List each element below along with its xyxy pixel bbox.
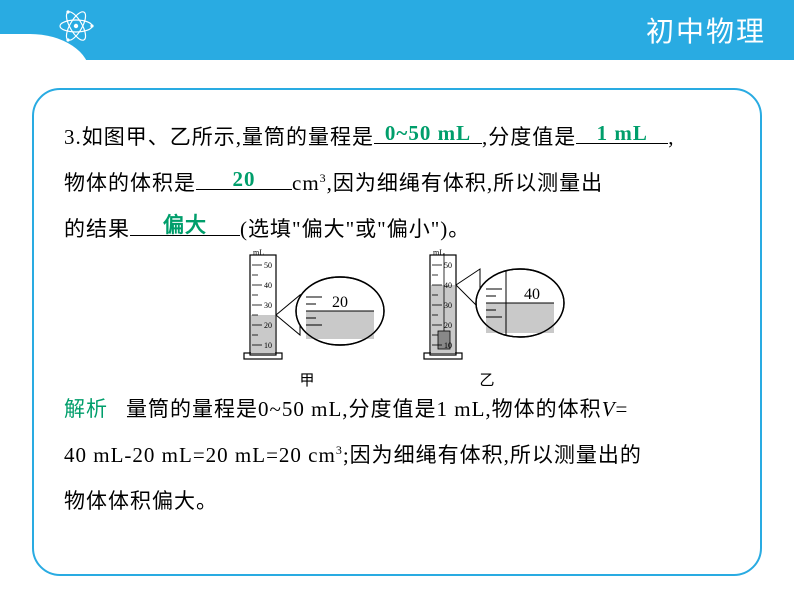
svg-text:10: 10: [444, 341, 452, 350]
analysis-line-2: 40 mL-20 mL=20 mL=20 cm3;因为细绳有体积,所以测量出的: [64, 432, 730, 478]
q-pre1: 如图甲、乙所示,量筒的量程是: [82, 125, 374, 149]
analysis-line-1: 解析量筒的量程是0~50 mL,分度值是1 mL,物体的体积V=: [64, 386, 730, 432]
analysis-line-3: 物体体积偏大。: [64, 478, 730, 524]
header-bar: 初中物理: [0, 0, 794, 60]
question-line-2: 物体的体积是20cm3,因为细绳有体积,所以测量出: [64, 160, 730, 206]
q-tail1: ,: [668, 125, 674, 149]
q-number: 3.: [64, 125, 82, 149]
blank-3: 20: [196, 160, 292, 206]
svg-text:mL: mL: [433, 248, 444, 257]
svg-text:50: 50: [444, 261, 452, 270]
q-line3-pre: 的结果: [64, 217, 130, 241]
figure-yi: mL 50 40 30 20 10 40 乙: [402, 247, 572, 390]
blank-2-value: 1 mL: [576, 110, 668, 156]
cylinder-yi-svg: mL 50 40 30 20 10 40: [402, 247, 572, 367]
blank-1-value: 0~50 mL: [374, 110, 482, 156]
svg-text:mL: mL: [253, 248, 264, 257]
svg-text:20: 20: [444, 321, 452, 330]
q-line2-mid: cm: [292, 171, 320, 195]
header-title: 初中物理: [646, 10, 766, 50]
svg-text:20: 20: [332, 294, 348, 311]
svg-text:40: 40: [444, 281, 452, 290]
svg-text:30: 30: [264, 301, 272, 310]
cylinder-jia-svg: mL 50 40 30 20 10 20: [222, 247, 392, 367]
blank-1: 0~50 mL: [374, 114, 482, 160]
q-line3-tail: (选填"偏大"或"偏小")。: [240, 217, 470, 241]
svg-text:10: 10: [264, 341, 272, 350]
blank-3-value: 20: [196, 156, 292, 202]
svg-text:50: 50: [264, 261, 272, 270]
svg-text:40: 40: [264, 281, 272, 290]
content-frame: 3.如图甲、乙所示,量筒的量程是0~50 mL,分度值是1 mL, 物体的体积是…: [32, 88, 762, 576]
analysis-var: V: [602, 397, 616, 421]
question-line-1: 3.如图甲、乙所示,量筒的量程是0~50 mL,分度值是1 mL,: [64, 114, 730, 160]
svg-text:20: 20: [264, 321, 272, 330]
blank-2: 1 mL: [576, 114, 668, 160]
analysis-text3: 物体体积偏大。: [64, 489, 218, 513]
q-line2-pre: 物体的体积是: [64, 171, 196, 195]
analysis-text2-tail: ;因为细绳有体积,所以测量出的: [343, 443, 642, 467]
analysis-sup: 3: [336, 443, 343, 457]
svg-text:30: 30: [444, 301, 452, 310]
analysis-text1-tail: =: [616, 397, 629, 421]
q-line2-sup: 3: [320, 171, 327, 185]
analysis-text2: 40 mL-20 mL=20 mL=20 cm: [64, 443, 336, 467]
figure-jia: mL 50 40 30 20 10 20 甲: [222, 247, 392, 390]
q-line2-tail: ,因为细绳有体积,所以测量出: [327, 171, 604, 195]
figure-row: mL 50 40 30 20 10 20 甲: [64, 247, 730, 390]
blank-4-value: 偏大: [130, 202, 240, 248]
analysis-text1: 量筒的量程是0~50 mL,分度值是1 mL,物体的体积: [126, 397, 602, 421]
blank-4: 偏大: [130, 206, 240, 252]
q-mid1: ,分度值是: [482, 125, 576, 149]
svg-text:40: 40: [524, 286, 540, 303]
analysis-label: 解析: [64, 397, 108, 421]
